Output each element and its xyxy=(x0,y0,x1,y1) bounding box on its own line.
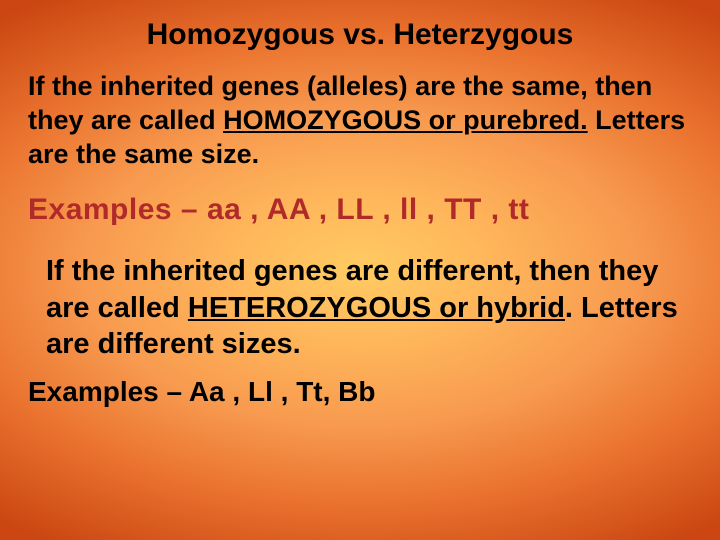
para2-underlined: HETEROZYGOUS or hybrid xyxy=(188,292,565,324)
paragraph-homozygous: If the inherited genes (alleles) are the… xyxy=(28,70,692,171)
examples-heterozygous: Examples – Aa , Ll , Tt, Bb xyxy=(28,376,692,408)
para1-underlined: HOMOZYGOUS or purebred. xyxy=(223,105,588,135)
paragraph-heterozygous: If the inherited genes are different, th… xyxy=(46,253,692,362)
examples-homozygous: Examples – aa , AA , LL , ll , TT , tt xyxy=(28,193,692,227)
slide: Homozygous vs. Heterzygous If the inheri… xyxy=(0,0,720,540)
slide-title: Homozygous vs. Heterzygous xyxy=(28,18,692,52)
